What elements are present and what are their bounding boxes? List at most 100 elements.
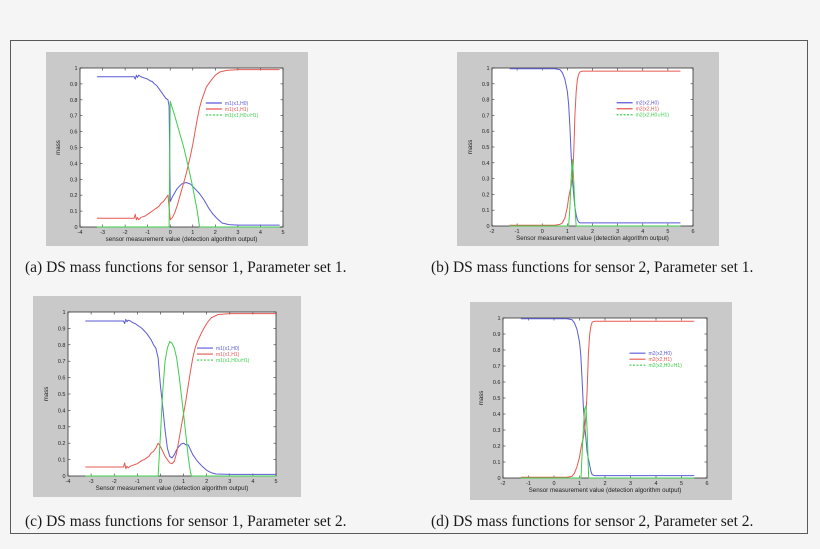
y-tick-label: 0.1: [482, 208, 490, 214]
series-line-green: [520, 405, 695, 479]
series-line-red: [85, 313, 276, 470]
y-tick-label: 0.7: [482, 113, 490, 119]
legend-label: m1(x1,H0∪H1): [225, 113, 259, 119]
series-line-green: [509, 159, 681, 227]
y-tick-label: 0.5: [58, 392, 66, 398]
series-line-red: [509, 70, 681, 226]
y-tick-label: 0.8: [58, 343, 66, 349]
legend: m2(x2,H0)m2(x2,H1)m2(x2,H0∪H1): [629, 351, 682, 369]
y-tick-label: 0.6: [493, 380, 501, 386]
legend-label: m2(x2,H0∪H1): [636, 113, 670, 119]
y-tick-label: 0: [62, 474, 65, 480]
axes: -4 -3 -2 -1 0 1 2 3 4 5 0 0.1 0.2 0.3 0.4 0.5 0.6 0.7 0.8 0…: [55, 66, 285, 243]
y-tick-label: 0.4: [493, 412, 501, 418]
y-tick-label: 0.3: [493, 428, 501, 434]
x-tick-label: 4: [251, 479, 254, 485]
legend: m1(x1,H0)m1(x1,H1)m1(x1,H0∪H1): [196, 346, 250, 364]
y-tick-label: 0.8: [70, 98, 78, 104]
y-tick-label: 0.2: [70, 193, 78, 199]
y-tick-label: 0.7: [58, 359, 66, 365]
x-tick-label: 3: [629, 481, 632, 487]
x-tick-label: 6: [705, 481, 708, 487]
y-tick-label: 0.5: [70, 146, 78, 152]
caption-a: (a) DS mass functions for sensor 1, Para…: [25, 259, 347, 276]
x-tick-label: 0: [169, 230, 172, 236]
x-tick-label: -2: [123, 230, 128, 236]
y-tick-label: 0.9: [493, 332, 501, 338]
x-tick-label: 3: [236, 230, 239, 236]
series-line-green: [85, 341, 276, 477]
legend-label: m2(x2,H0): [636, 101, 660, 107]
y-tick-label: 0.1: [70, 209, 78, 215]
x-tick-label: 2: [591, 229, 594, 235]
y-tick-label: 1: [486, 66, 489, 72]
legend-label: m1(x1,H1): [225, 107, 249, 113]
y-tick-label: 0.9: [70, 82, 78, 88]
x-tick-label: 2: [603, 481, 606, 487]
x-tick-label: 1: [566, 229, 569, 235]
y-tick-label: 0.8: [493, 348, 501, 354]
y-axis-label: mass: [55, 140, 62, 155]
x-tick-label: -1: [515, 229, 520, 235]
x-tick-label: 2: [214, 230, 217, 236]
y-tick-label: 0.9: [58, 326, 66, 332]
y-axis-label: mass: [478, 391, 485, 406]
y-tick-label: 0: [486, 224, 489, 230]
y-tick-label: 0.2: [493, 444, 501, 450]
chart-panel-d: -2 -1 0 1 2 3 4 5 6 0 0.1 0.2 0.3 0.4 0.5 0.6 0.7 0.8 0.9 1…: [470, 302, 732, 500]
x-axis-label: Sensor measurement value (detection algo…: [529, 487, 682, 494]
x-tick-label: -2: [112, 479, 117, 485]
y-tick-label: 0.8: [482, 98, 490, 104]
x-tick-label: -4: [78, 230, 83, 236]
x-tick-label: -3: [100, 230, 105, 236]
x-tick-label: 1: [182, 479, 185, 485]
chart-panel-b: -2 -1 0 1 2 3 4 5 6 0 0.1 0.2 0.3 0.4 0.5 0.6 0.7 0.8 0.9 1…: [457, 52, 719, 246]
y-tick-label: 0.4: [482, 161, 490, 167]
x-tick-label: -4: [66, 479, 71, 485]
caption-d: (d) DS mass functions for sensor 2, Para…: [431, 513, 754, 530]
y-tick-label: 0.2: [58, 441, 66, 447]
series-line-red: [520, 320, 695, 478]
x-tick-label: 3: [228, 479, 231, 485]
x-tick-label: -1: [526, 481, 531, 487]
chart-svg-a: -4 -3 -2 -1 0 1 2 3 4 5 0 0.1 0.2 0.3 0.4 0.5 0.6 0.7 0.8 0…: [55, 66, 285, 243]
x-tick-label: 4: [259, 230, 262, 236]
legend-label: m1(x1,H1): [216, 352, 240, 358]
axes: -2 -1 0 1 2 3 4 5 6 0 0.1 0.2 0.3 0.4 0.5 0.6 0.7 0.8 0.9 1…: [467, 66, 695, 242]
plot-area: [79, 67, 284, 228]
y-tick-label: 0.4: [58, 408, 66, 414]
y-tick-label: 0.5: [493, 396, 501, 402]
chart-svg-c: -4 -3 -2 -1 0 1 2 3 4 5 0 0.1 0.2 0.3 0.4 0.5 0.6 0.7 0.8 0…: [43, 310, 278, 492]
x-tick-label: 0: [552, 481, 555, 487]
y-axis-label: mass: [43, 387, 50, 402]
chart-panel-a: -4 -3 -2 -1 0 1 2 3 4 5 0 0.1 0.2 0.3 0.4 0.5 0.6 0.7 0.8 0…: [46, 52, 308, 246]
y-tick-label: 0.6: [482, 129, 490, 135]
axes: -4 -3 -2 -1 0 1 2 3 4 5 0 0.1 0.2 0.3 0.4 0.5 0.6 0.7 0.8 0…: [43, 310, 278, 492]
y-tick-label: 0.4: [70, 161, 78, 167]
y-tick-label: 0.1: [58, 458, 66, 464]
x-tick-label: 0: [159, 479, 162, 485]
legend-label: m2(x2,H1): [648, 357, 672, 363]
y-tick-label: 0.6: [70, 130, 78, 136]
y-tick-label: 0: [74, 225, 77, 231]
y-tick-label: 0.7: [70, 114, 78, 120]
x-axis-label: sensor measurement value (detection algo…: [106, 236, 258, 243]
x-tick-label: 4: [641, 229, 644, 235]
x-tick-label: -2: [501, 481, 506, 487]
x-axis-label: Sensor measurement value (detection algo…: [516, 235, 669, 242]
legend-label: m1(x1,H0): [225, 101, 249, 107]
x-axis-label: Sensor measurement value (detection algo…: [96, 485, 249, 492]
y-tick-label: 1: [497, 316, 500, 322]
caption-b: (b) DS mass functions for sensor 2, Para…: [431, 259, 754, 276]
legend-label: m2(x2,H0∪H1): [648, 363, 682, 369]
x-tick-label: 2: [205, 479, 208, 485]
y-tick-label: 0.7: [493, 364, 501, 370]
x-tick-label: -1: [135, 479, 140, 485]
chart-panel-c: -4 -3 -2 -1 0 1 2 3 4 5 0 0.1 0.2 0.3 0.4 0.5 0.6 0.7 0.8 0…: [33, 296, 301, 497]
x-tick-label: 5: [274, 479, 277, 485]
y-tick-label: 0.1: [493, 460, 501, 466]
y-axis-label: mass: [467, 140, 474, 155]
legend-label: m2(x2,H0): [648, 351, 672, 357]
y-tick-label: 1: [62, 310, 65, 316]
y-tick-label: 0: [497, 476, 500, 482]
